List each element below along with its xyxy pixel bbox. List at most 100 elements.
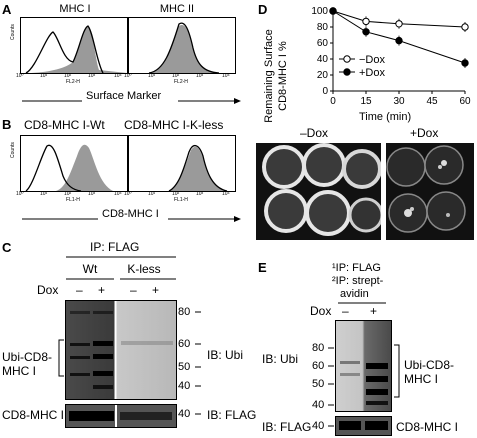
western-blot-e-flag (335, 416, 392, 436)
y-tick-label: 0 (322, 86, 328, 97)
tick: 10¹ (148, 191, 156, 197)
chart-yticks: 0 20 40 60 80 100 (311, 6, 333, 97)
panel-c-band-label: Ubi-CD8- MHC I (2, 350, 53, 378)
panel-a-plot1-xlabel: FL2-H (66, 79, 80, 85)
photo-label-minus-dox: –Dox (300, 126, 329, 140)
panel-c-dox-mark: + (152, 283, 160, 297)
histogram-cd8-kless-plot (168, 145, 228, 192)
legend-marker (343, 68, 351, 76)
panel-a-plot2-xlabel: FL2-H (174, 79, 188, 85)
photo-label-plus-dox: +Dox (410, 126, 439, 140)
panel-c-dox-mark: + (98, 283, 106, 297)
series-line (332, 10, 466, 28)
panel-b-plot1-xlabel: FL1-H (66, 197, 80, 203)
panel-e-dox-mark: – (342, 304, 349, 318)
tick: 10³ (88, 73, 96, 79)
tick: 10⁴ (222, 191, 230, 197)
tick: 10¹ (40, 73, 48, 79)
tick: 10⁴ (114, 191, 122, 197)
panel-e-ip-line (338, 302, 386, 304)
micrograph-minus-dox-cells (262, 143, 381, 236)
panel-c-group-lines (66, 278, 176, 280)
panel-e-mw-ticks (328, 347, 334, 427)
panel-b-axis-title: CD8-MHC I (102, 208, 159, 220)
line-chart: 0 20 40 60 80 100 0 15 30 45 60 −Dox+Dox (311, 6, 471, 107)
panel-e-mw: 40 (312, 399, 325, 411)
data-point (362, 17, 370, 26)
panel-e-dox-label: Dox (310, 304, 332, 318)
tick: 10³ (88, 191, 96, 197)
western-blot-flag (65, 404, 177, 428)
panel-c-label: C (2, 240, 12, 255)
panel-a-plot1-ylabel: Counts (10, 24, 16, 40)
panel-e-right-bottom: CD8-MHC I (396, 420, 458, 434)
tick: 10² (64, 191, 72, 197)
panel-e-ip1: ¹IP: FLAG (332, 262, 381, 274)
legend-marker (343, 55, 351, 63)
western-blot-ubi-bands (70, 311, 173, 389)
panel-c-mw: 50 (178, 361, 191, 373)
panel-e-band-bracket (394, 344, 400, 398)
histogram-mhc-ii-plot (148, 22, 220, 74)
x-tick-label: 0 (330, 96, 336, 107)
tick: 10³ (196, 191, 204, 197)
panel-c-mw-ticks (195, 311, 201, 415)
legend-label: +Dox (359, 67, 385, 79)
series-line (332, 10, 466, 64)
panel-e-mw: 80 (312, 342, 325, 354)
panel-c-mw: 80 (178, 306, 191, 318)
tick: 10³ (196, 73, 204, 79)
panel-d-label: D (258, 2, 268, 17)
western-blot-e-ubi (335, 320, 392, 412)
panel-e-mw: 60 (312, 360, 325, 372)
panel-b-label: B (2, 117, 12, 132)
western-blot-flag-bands (69, 405, 172, 427)
panel-a-axis-title: Surface Marker (86, 90, 162, 102)
panel-c-ib-bottom: IB: FLAG (207, 408, 257, 422)
chart-xticks: 0 15 30 45 60 (330, 91, 471, 107)
panel-c-group-wt: Wt (82, 262, 98, 276)
panel-e-ip2b: avidin (340, 288, 369, 300)
y-tick-label: 20 (317, 70, 329, 81)
chart-xlabel: Time (min) (359, 111, 412, 123)
panel-e-dox-mark: + (370, 304, 378, 318)
panel-a-axis-arrow (22, 98, 241, 104)
western-blot-ubi (65, 300, 177, 400)
panel-b-plot1-ylabel: Counts (10, 142, 16, 158)
data-point (395, 36, 403, 45)
western-blot-e-ubi-bands (340, 361, 388, 405)
panel-e-mw-bottom: 40 (312, 420, 325, 432)
panel-a-plot2-title: MHC II (159, 3, 195, 15)
x-tick-label: 30 (393, 96, 405, 107)
tick: 10⁰ (16, 191, 24, 197)
histogram-cd8-wt (20, 135, 128, 192)
tick: 10⁴ (222, 73, 230, 79)
panel-b-plot2-title: CD8-MHC I-K-less (124, 118, 224, 132)
x-tick-label: 15 (360, 96, 372, 107)
western-blot-e-flag-bands (339, 421, 388, 430)
histogram-mhc-i-plot (25, 25, 127, 74)
histogram-cd8-wt-plot (25, 144, 113, 192)
chart-ylabel: Remaining Surface CD8-MHC I % (263, 29, 289, 123)
panel-c-mw: 40 (178, 380, 191, 392)
chart-series (329, 7, 469, 68)
panel-c-ip-label: IP: FLAG (90, 240, 140, 254)
tick: 10¹ (40, 191, 48, 197)
data-point (461, 23, 469, 31)
data-point (395, 20, 403, 28)
legend-label: −Dox (359, 54, 385, 66)
chart-legend: −Dox+Dox (339, 54, 385, 79)
tick: 10⁰ (124, 191, 132, 197)
tick: 10⁰ (16, 73, 24, 79)
tick: 10⁰ (124, 73, 132, 79)
tick: 10¹ (148, 73, 156, 79)
panel-b-plot2-xlabel: FL1-H (174, 197, 188, 203)
tick: 10² (172, 191, 180, 197)
micrograph-plus-dox (386, 143, 474, 240)
panel-c-mw-bottom: 40 (178, 408, 191, 420)
panel-c-mw: 60 (178, 338, 191, 350)
panel-e-label: E (258, 260, 267, 275)
y-tick-label: 100 (311, 6, 328, 17)
histogram-mhc-ii (128, 17, 236, 74)
panel-a-label: A (2, 2, 12, 17)
